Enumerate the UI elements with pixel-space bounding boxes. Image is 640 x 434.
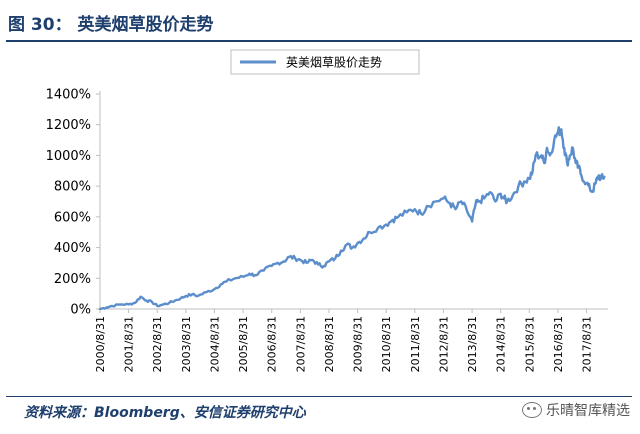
watermark-text: 乐晴智库精选 <box>546 403 630 419</box>
x-axis-ticks: 2000/8/31 2001/8/31 2002/8/31 2003/8/31 2004… <box>94 309 594 372</box>
y-tick-label: 0% <box>70 303 91 318</box>
x-tick-label: 2013/8/31 <box>466 316 479 372</box>
x-tick-label: 2010/8/31 <box>380 316 393 372</box>
title-divider <box>6 40 632 42</box>
series-line <box>98 126 606 311</box>
x-tick-label: 2006/8/31 <box>266 316 279 372</box>
legend-label: 英美烟草股价走势 <box>286 56 382 70</box>
source-note: 资料来源：Bloomberg、安信证券研究中心 <box>24 405 306 421</box>
watermark: 乐晴智库精选 <box>522 400 630 420</box>
x-tick-label: 2004/8/31 <box>208 316 221 372</box>
x-tick-label: 2012/8/31 <box>437 316 450 372</box>
x-tick-label: 2017/8/31 <box>581 316 594 372</box>
y-tick-label: 1200% <box>46 118 91 133</box>
x-tick-label: 2001/8/31 <box>123 316 136 372</box>
y-tick-label: 600% <box>54 210 91 225</box>
chart-axes <box>99 91 608 310</box>
wechat-icon <box>522 402 542 418</box>
x-tick-label: 2003/8/31 <box>180 316 193 372</box>
x-tick-label: 2015/8/31 <box>523 316 536 372</box>
y-tick-label: 1000% <box>46 149 91 164</box>
y-tick-label: 200% <box>54 272 91 287</box>
source-divider <box>6 396 632 397</box>
y-tick-label: 800% <box>54 180 91 195</box>
x-tick-label: 2005/8/31 <box>237 316 250 372</box>
x-tick-label: 2009/8/31 <box>352 316 365 372</box>
y-tick-label: 400% <box>54 241 91 256</box>
x-tick-label: 2000/8/31 <box>94 316 107 372</box>
x-tick-label: 2002/8/31 <box>151 316 164 372</box>
plot-area <box>98 126 606 311</box>
x-tick-label: 2016/8/31 <box>552 316 565 372</box>
x-tick-label: 2014/8/31 <box>495 316 508 372</box>
y-axis-ticks: 0% 200% 400% 600% 800% 1000% 1200% 1400% <box>46 88 100 318</box>
y-tick-label: 1400% <box>46 88 91 103</box>
x-tick-label: 2011/8/31 <box>409 316 422 372</box>
chart-legend: 英美烟草股价走势 <box>230 49 420 75</box>
x-tick-label: 2008/8/31 <box>323 316 336 372</box>
x-tick-label: 2007/8/31 <box>294 316 307 372</box>
line-chart: 英美烟草股价走势 0% 200% 400% 600% 800% 1000% 1200% 140… <box>46 49 608 372</box>
figure-title: 图 30： 英美烟草股价走势 <box>8 15 214 35</box>
